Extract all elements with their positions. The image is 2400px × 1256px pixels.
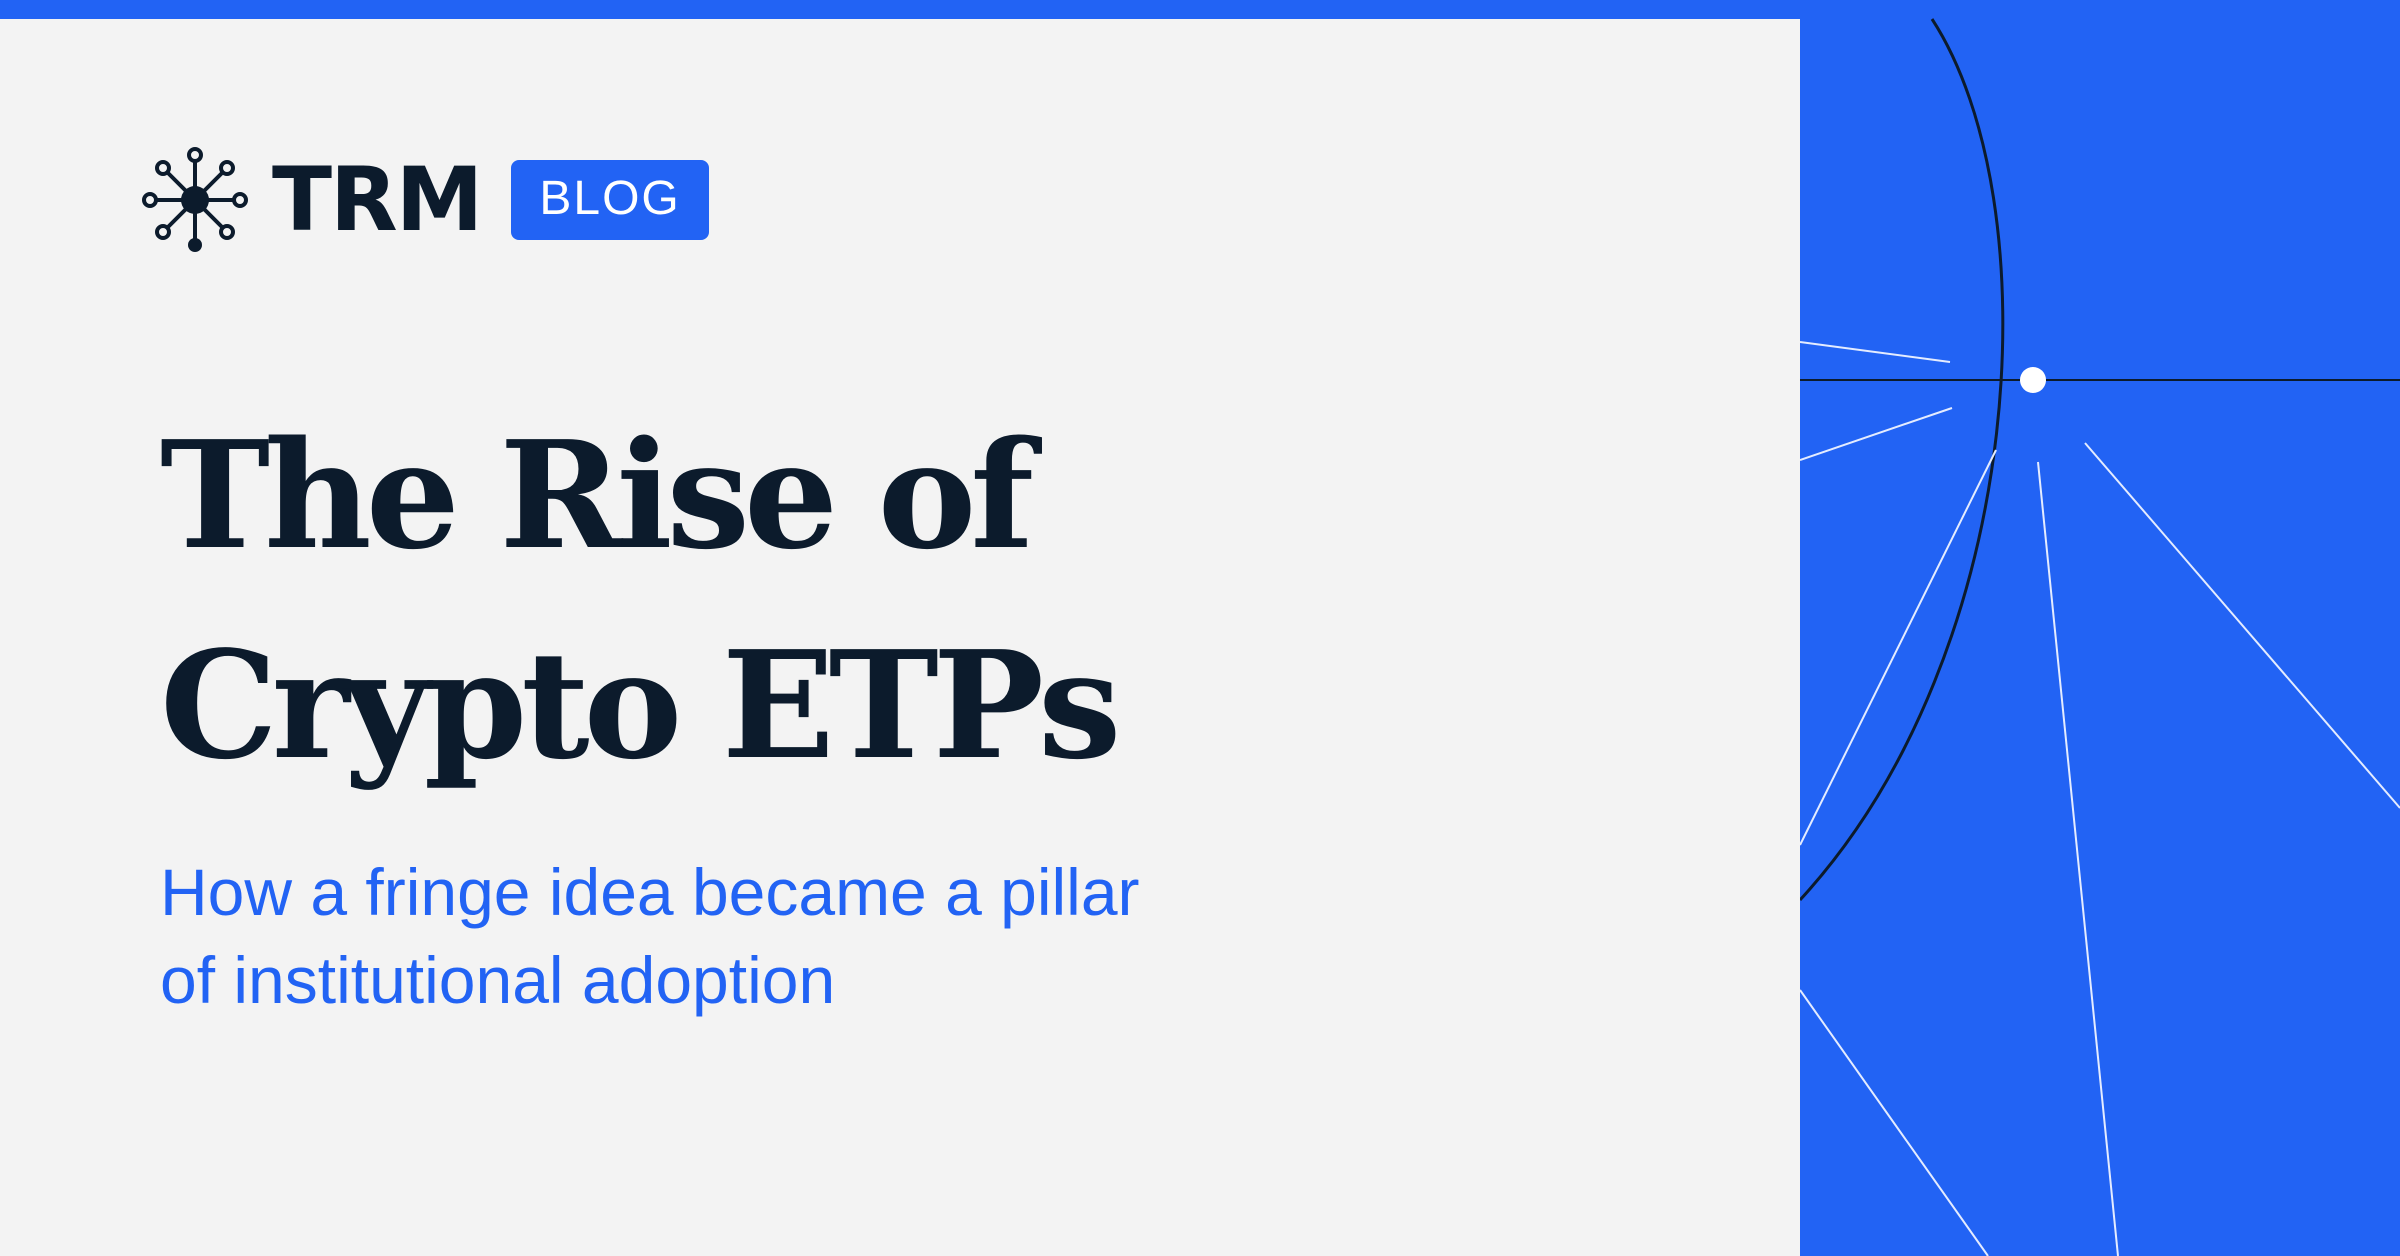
brand-name: TRM: [272, 148, 483, 251]
subtitle-line-1: How a fringe idea became a pillar: [160, 855, 1140, 929]
subtitle-line-2: of institutional adoption: [160, 943, 836, 1017]
arc-line: [1800, 18, 2005, 902]
ray: [1800, 989, 1989, 1256]
ray: [2037, 461, 2119, 1256]
intersection-dot: [2020, 367, 2046, 393]
ray: [1800, 449, 1997, 846]
title-line-1: The Rise of: [160, 408, 1034, 582]
title-line-2: Crypto ETPs: [160, 618, 1121, 792]
blog-badge: BLOG: [511, 160, 709, 240]
page-subtitle: How a fringe idea became a pillar of ins…: [160, 848, 1140, 1024]
ray: [1800, 341, 1951, 363]
page-title: The Rise of Crypto ETPs: [160, 390, 1121, 810]
content-panel: [0, 19, 1800, 1256]
decorative-panel: [1800, 0, 2400, 1256]
radial-lines-graphic: [1800, 18, 2400, 1256]
ray: [2084, 442, 2400, 809]
brand-header: TRM BLOG: [140, 145, 709, 255]
ray: [1800, 407, 1953, 461]
network-node-icon: [142, 147, 248, 252]
